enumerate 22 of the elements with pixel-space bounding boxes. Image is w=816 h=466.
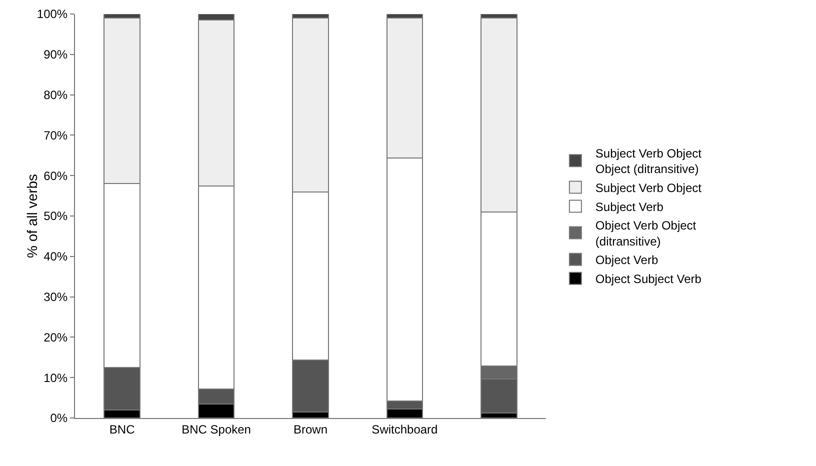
y-tick-label: 70% bbox=[44, 128, 68, 142]
y-axis-title: % of all verbs bbox=[24, 174, 40, 258]
legend-label: Subject Verb Object bbox=[595, 180, 702, 195]
legend-label: Subject Verb Object Object (ditransitive) bbox=[595, 146, 702, 176]
legend-label: Subject Verb bbox=[595, 200, 664, 214]
x-tick-label: Brown bbox=[293, 422, 328, 436]
y-tick-label: 40% bbox=[44, 250, 68, 264]
y-tick-label: 60% bbox=[44, 168, 68, 183]
legend-label: Object Verb Object (ditransitive) bbox=[595, 218, 697, 248]
y-tick-label: 0% bbox=[50, 411, 68, 426]
y-tick-label: 100% bbox=[36, 7, 68, 22]
y-tick-label: 10% bbox=[44, 370, 68, 385]
legend-label: Object Subject Verb bbox=[595, 272, 702, 286]
y-tick-label: 80% bbox=[44, 88, 68, 102]
x-tick-label: BNC bbox=[109, 422, 136, 436]
x-tick-label: Switchboard bbox=[372, 422, 438, 436]
y-tick-label: 30% bbox=[44, 290, 68, 304]
x-tick-label: BNC Spoken bbox=[182, 422, 251, 436]
y-tick-label: 50% bbox=[44, 209, 68, 224]
legend-label: Object Verb bbox=[595, 253, 658, 268]
y-tick-label: 90% bbox=[44, 48, 68, 62]
y-tick-label: 20% bbox=[44, 330, 68, 344]
